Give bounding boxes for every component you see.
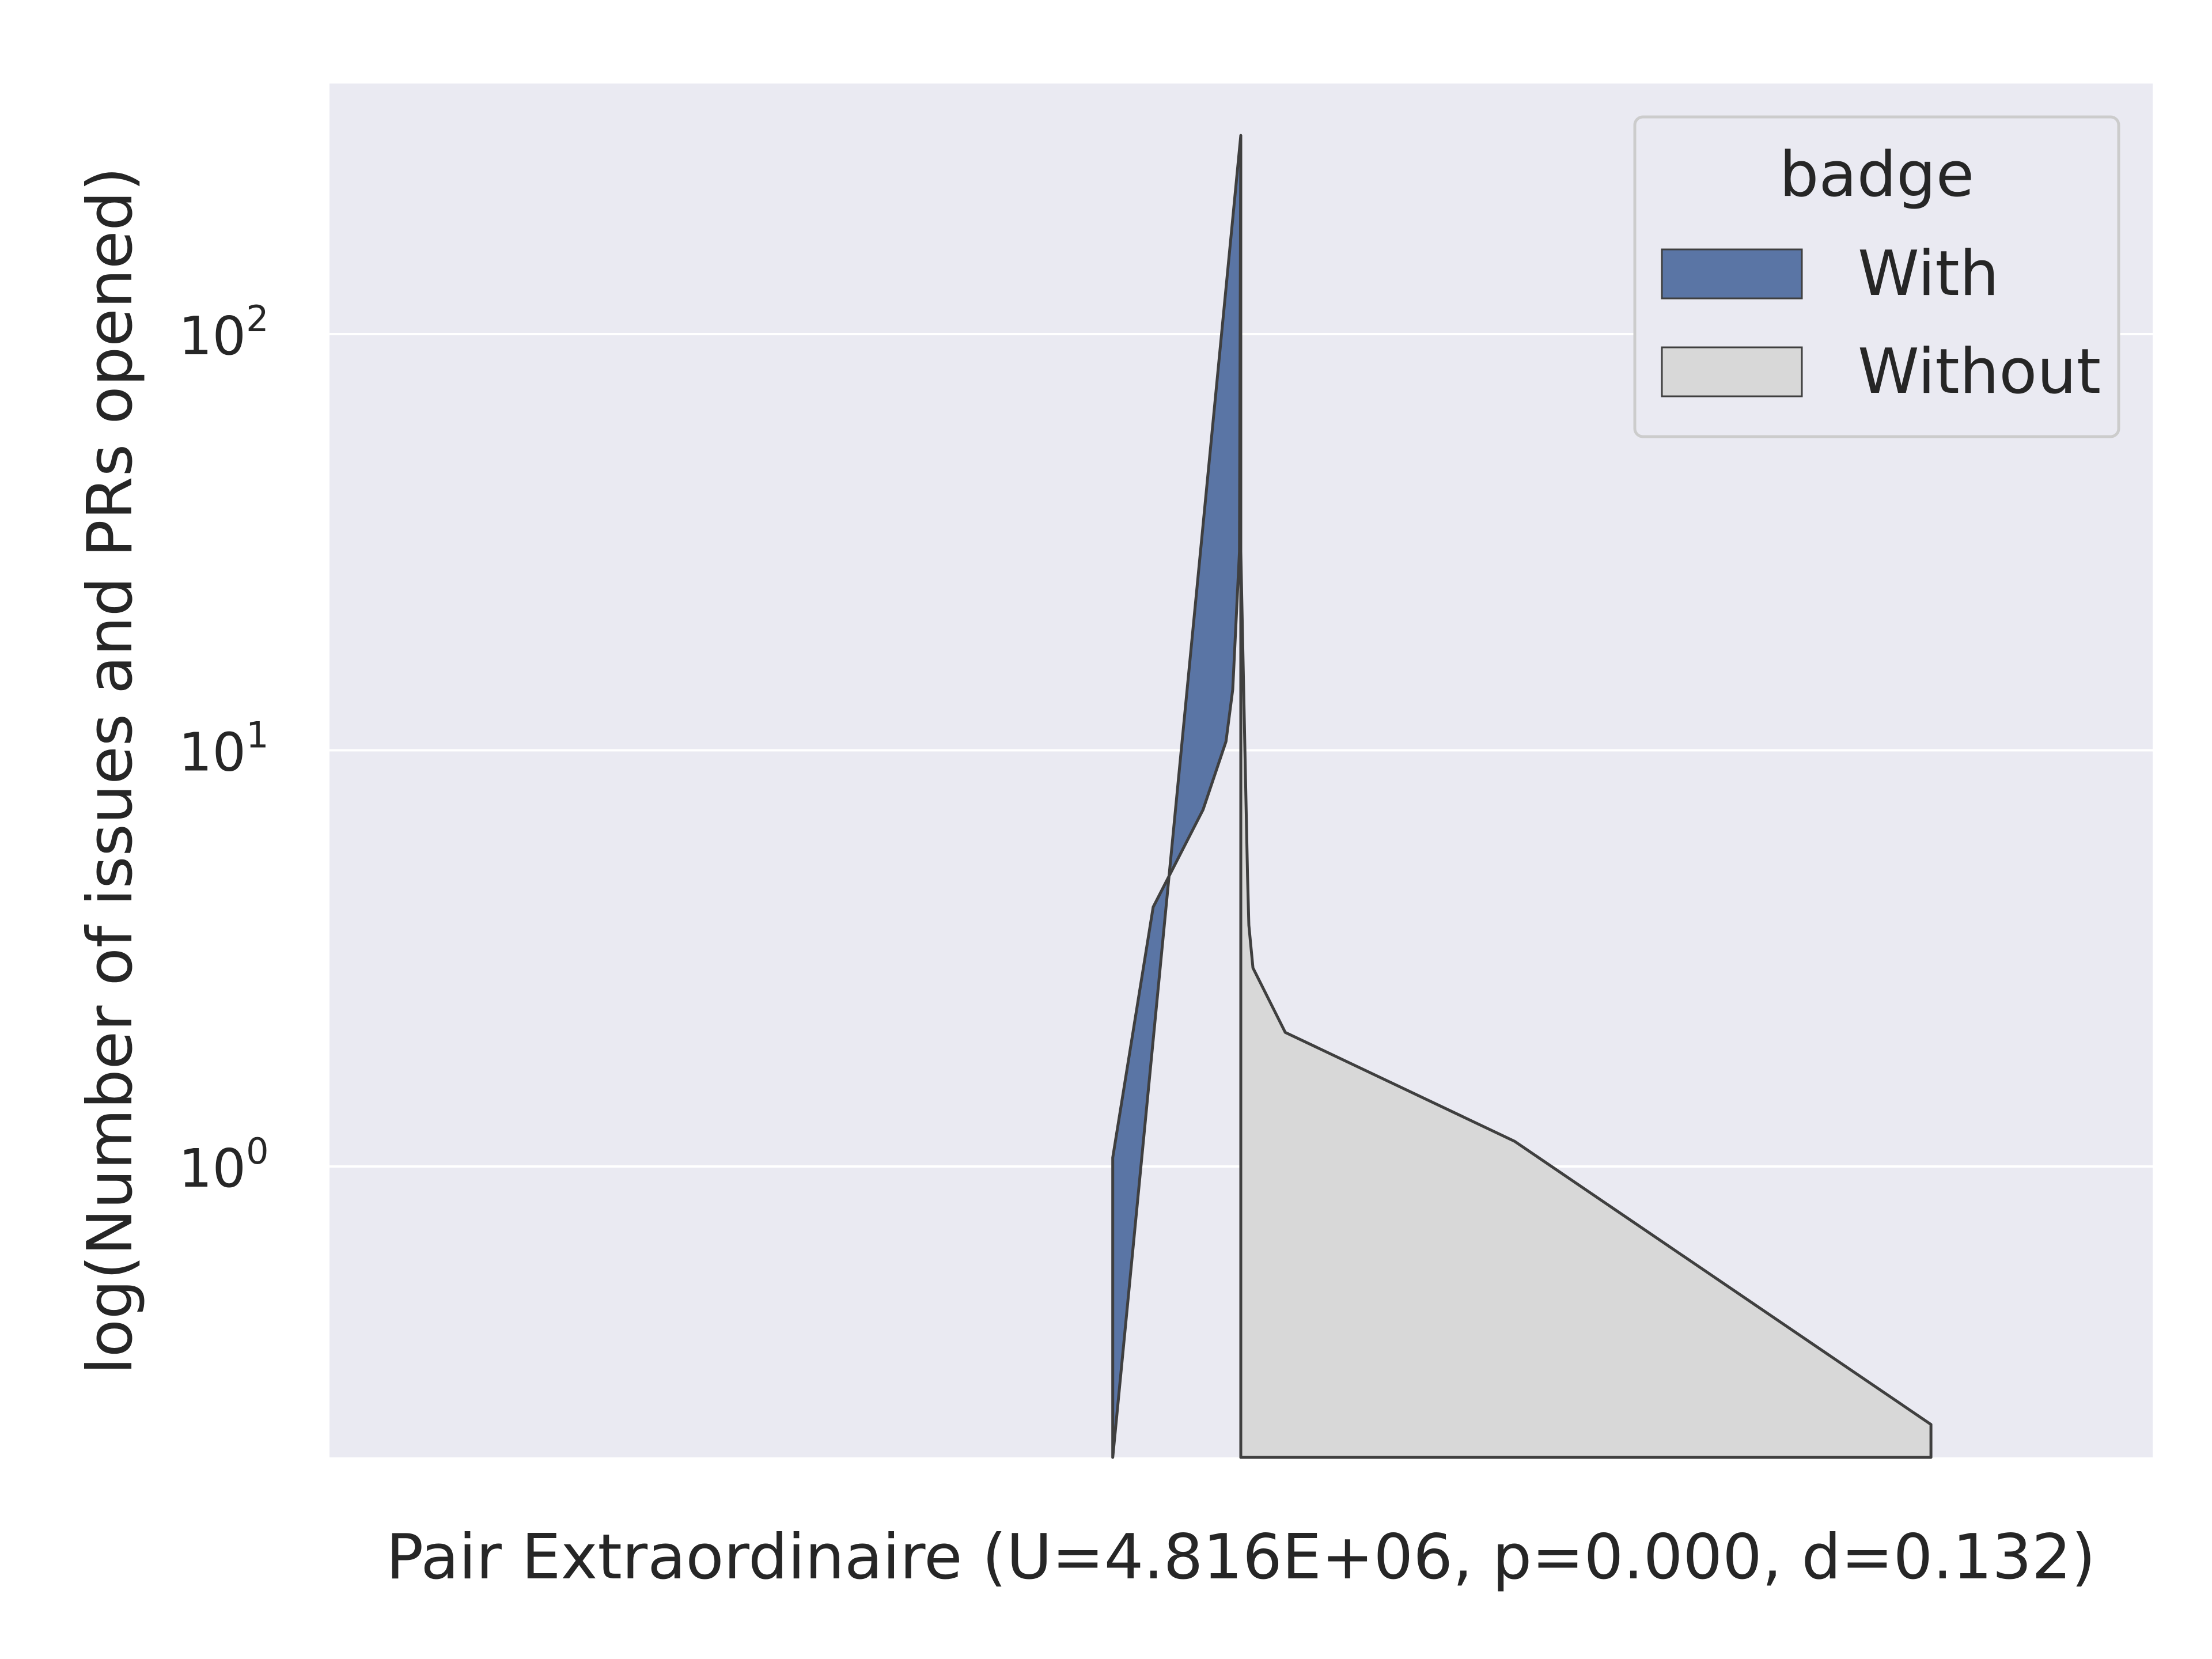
legend-title: badge	[1779, 139, 1974, 211]
violin-plot	[1111, 134, 1933, 1459]
legend-label-with: With	[1858, 238, 1999, 310]
y-tick-label: 100	[179, 1130, 269, 1199]
legend: badge With Without	[1633, 115, 2120, 438]
legend-swatch-with	[1661, 248, 1803, 300]
legend-label-without: Without	[1858, 336, 2101, 408]
y-axis-label: log(Number of issues and PRs opened)	[74, 167, 146, 1374]
legend-swatch-without	[1661, 346, 1803, 397]
y-tick-label: 101	[179, 714, 269, 783]
x-axis-label: Pair Extraordinaire (U=4.816E+06, p=0.00…	[386, 1521, 2096, 1593]
y-tick-label: 102	[179, 298, 269, 367]
y-axis-ticks: 100 101 102	[179, 298, 269, 1199]
